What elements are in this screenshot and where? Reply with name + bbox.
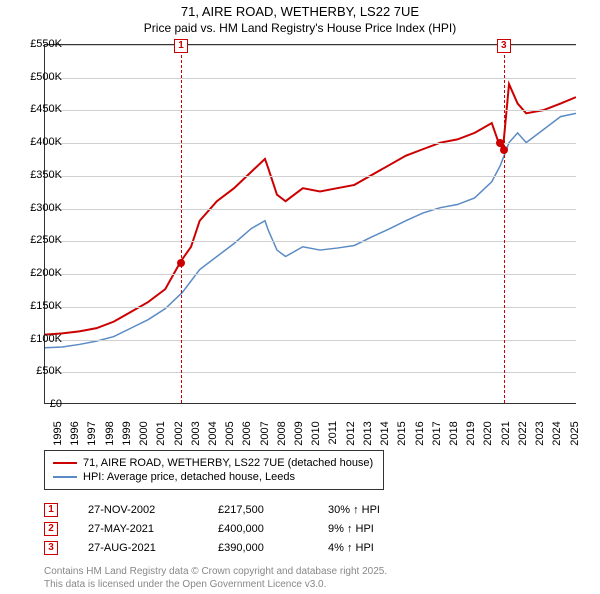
events-table: 1 27-NOV-2002 £217,500 30% ↑ HPI 2 27-MAY-202…	[44, 498, 380, 560]
event-marker: 3	[497, 39, 511, 53]
event-line	[504, 45, 505, 403]
event-delta: 4% ↑ HPI	[328, 542, 374, 554]
gridline	[45, 209, 576, 210]
y-axis-label: £50K	[36, 365, 62, 377]
event-line	[181, 45, 182, 403]
y-axis-label: £500K	[30, 71, 62, 83]
event-date: 27-AUG-2021	[88, 542, 188, 554]
event-price: £400,000	[218, 523, 298, 535]
event-date: 27-NOV-2002	[88, 504, 188, 516]
event-delta: 9% ↑ HPI	[328, 523, 374, 535]
legend-label: HPI: Average price, detached house, Leed…	[83, 471, 295, 483]
gridline	[45, 340, 576, 341]
data-point	[500, 146, 508, 154]
chart-title: 71, AIRE ROAD, WETHERBY, LS22 7UE	[0, 4, 600, 21]
footer-line-2: This data is licensed under the Open Gov…	[44, 578, 387, 591]
chart-lines	[45, 45, 576, 403]
legend: 71, AIRE ROAD, WETHERBY, LS22 7UE (detac…	[44, 450, 384, 490]
data-point	[177, 259, 185, 267]
legend-item: 71, AIRE ROAD, WETHERBY, LS22 7UE (detac…	[53, 457, 375, 469]
gridline	[45, 241, 576, 242]
chart-subtitle: Price paid vs. HM Land Registry's House …	[0, 21, 600, 35]
event-number-box: 2	[44, 522, 58, 536]
plot-area: 1995199619971998199920002001200220032004…	[44, 44, 576, 404]
y-axis-label: £0	[50, 398, 62, 410]
legend-item: HPI: Average price, detached house, Leed…	[53, 471, 375, 483]
legend-swatch	[53, 462, 77, 464]
y-axis-label: £200K	[30, 267, 62, 279]
gridline	[45, 307, 576, 308]
event-number-box: 1	[44, 503, 58, 517]
gridline	[45, 176, 576, 177]
event-row: 1 27-NOV-2002 £217,500 30% ↑ HPI	[44, 503, 380, 517]
footer-attribution: Contains HM Land Registry data © Crown c…	[44, 565, 387, 591]
event-delta: 30% ↑ HPI	[328, 504, 380, 516]
event-row: 3 27-AUG-2021 £390,000 4% ↑ HPI	[44, 541, 380, 555]
y-axis-label: £550K	[30, 38, 62, 50]
y-axis-label: £300K	[30, 202, 62, 214]
y-axis-label: £150K	[30, 300, 62, 312]
y-axis-label: £450K	[30, 103, 62, 115]
gridline	[45, 110, 576, 111]
event-number-box: 3	[44, 541, 58, 555]
y-axis-label: £400K	[30, 136, 62, 148]
legend-swatch	[53, 476, 77, 478]
gridline	[45, 274, 576, 275]
event-row: 2 27-MAY-2021 £400,000 9% ↑ HPI	[44, 522, 380, 536]
y-axis-label: £250K	[30, 234, 62, 246]
gridline	[45, 372, 576, 373]
y-axis-label: £100K	[30, 333, 62, 345]
y-axis-label: £350K	[30, 169, 62, 181]
chart-container: 71, AIRE ROAD, WETHERBY, LS22 7UE Price …	[0, 4, 600, 594]
event-marker: 1	[174, 39, 188, 53]
footer-line-1: Contains HM Land Registry data © Crown c…	[44, 565, 387, 578]
event-price: £217,500	[218, 504, 298, 516]
event-date: 27-MAY-2021	[88, 523, 188, 535]
event-price: £390,000	[218, 542, 298, 554]
legend-label: 71, AIRE ROAD, WETHERBY, LS22 7UE (detac…	[83, 457, 373, 469]
gridline	[45, 78, 576, 79]
series-hpi	[45, 113, 576, 347]
